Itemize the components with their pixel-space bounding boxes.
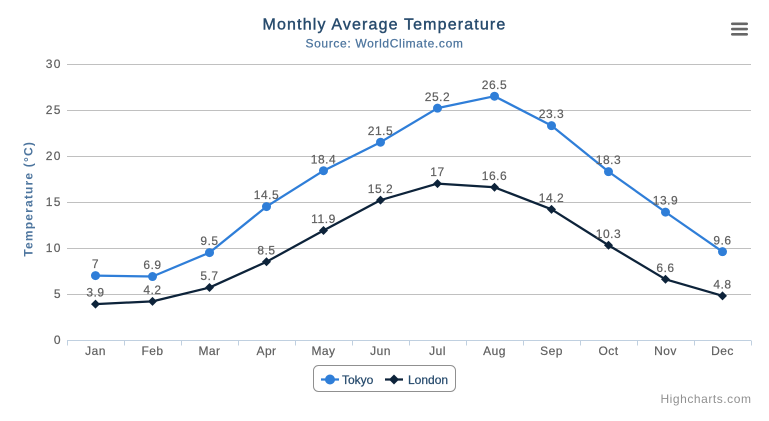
svg-text:5: 5 (54, 287, 62, 301)
svg-text:9.6: 9.6 (713, 233, 731, 247)
svg-text:Jan: Jan (85, 344, 106, 358)
svg-text:Jul: Jul (429, 344, 446, 358)
svg-text:Highcharts.com: Highcharts.com (660, 392, 751, 406)
svg-text:14.2: 14.2 (539, 191, 565, 205)
svg-text:Sep: Sep (540, 344, 563, 358)
svg-text:Mar: Mar (198, 344, 220, 358)
svg-text:10.3: 10.3 (596, 227, 622, 241)
svg-text:Temperature (°C): Temperature (°C) (22, 141, 36, 257)
svg-text:17: 17 (430, 165, 444, 179)
svg-text:15.2: 15.2 (368, 182, 394, 196)
svg-text:Apr: Apr (256, 344, 276, 358)
svg-text:14.5: 14.5 (254, 188, 280, 202)
svg-text:6.9: 6.9 (143, 258, 161, 272)
svg-text:Feb: Feb (141, 344, 163, 358)
svg-text:Source: WorldClimate.com: Source: WorldClimate.com (305, 37, 463, 51)
svg-text:Dec: Dec (711, 344, 734, 358)
svg-text:25: 25 (46, 103, 62, 117)
svg-text:13.9: 13.9 (653, 194, 679, 208)
svg-text:Jun: Jun (370, 344, 391, 358)
svg-text:London: London (408, 373, 448, 387)
svg-text:11.9: 11.9 (311, 212, 336, 226)
svg-text:6.6: 6.6 (656, 261, 674, 275)
svg-text:4.8: 4.8 (713, 277, 731, 291)
svg-text:Monthly Average Temperature: Monthly Average Temperature (263, 16, 507, 33)
svg-text:4.2: 4.2 (143, 283, 161, 297)
svg-text:8.5: 8.5 (257, 243, 275, 257)
svg-text:10: 10 (46, 241, 62, 255)
svg-text:Tokyo: Tokyo (342, 373, 374, 387)
svg-text:Aug: Aug (483, 344, 506, 358)
svg-text:16.6: 16.6 (482, 169, 508, 183)
svg-text:Nov: Nov (654, 344, 677, 358)
svg-text:26.5: 26.5 (482, 78, 508, 92)
svg-text:25.2: 25.2 (425, 90, 451, 104)
svg-text:9.5: 9.5 (200, 234, 218, 248)
svg-text:Oct: Oct (598, 344, 618, 358)
svg-text:5.7: 5.7 (200, 269, 218, 283)
svg-text:20: 20 (46, 149, 62, 163)
svg-text:0: 0 (54, 333, 62, 347)
svg-text:23.3: 23.3 (539, 107, 565, 121)
svg-text:15: 15 (46, 195, 62, 209)
svg-text:18.4: 18.4 (311, 152, 337, 166)
svg-text:18.3: 18.3 (596, 153, 622, 167)
svg-text:30: 30 (46, 57, 62, 71)
svg-text:21.5: 21.5 (368, 124, 394, 138)
svg-text:3.9: 3.9 (86, 286, 104, 300)
svg-text:7: 7 (92, 257, 99, 271)
svg-text:May: May (311, 344, 335, 358)
